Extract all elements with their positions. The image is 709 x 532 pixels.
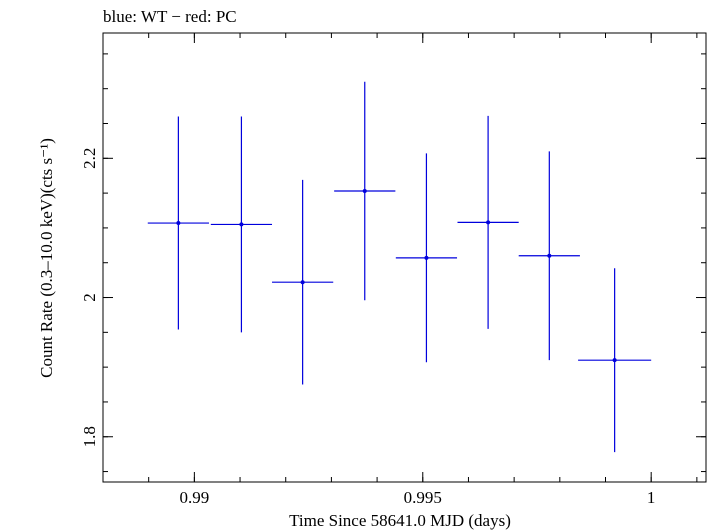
- data-point: [210, 116, 273, 333]
- x-tick-label: 0.995: [404, 488, 442, 507]
- point-marker: [424, 255, 429, 260]
- data-point: [578, 268, 652, 453]
- data-point: [334, 81, 396, 301]
- axis-ticks: 0.99 0.995 1 1.8 2 2.2: [80, 33, 706, 507]
- y-axis-label: Count Rate (0.3–10.0 keV)(cts s⁻¹): [37, 138, 56, 378]
- x-tick-label: 1: [647, 488, 656, 507]
- point-marker: [300, 280, 305, 285]
- point-marker: [176, 221, 181, 226]
- data-point: [518, 151, 580, 361]
- point-marker: [486, 220, 491, 225]
- y-tick-label: 2.2: [80, 148, 99, 169]
- point-marker: [239, 222, 244, 227]
- chart-title: blue: WT − red: PC: [103, 7, 237, 26]
- point-marker: [612, 358, 617, 363]
- data-point: [395, 153, 458, 363]
- point-marker: [547, 253, 552, 258]
- data-points: [147, 81, 652, 453]
- x-tick-label: 0.99: [179, 488, 209, 507]
- plot-frame: [102, 32, 707, 483]
- x-axis-label: Time Since 58641.0 MJD (days): [289, 511, 511, 530]
- data-point: [147, 116, 209, 330]
- y-tick-label: 2: [80, 293, 99, 302]
- y-tick-label: 1.8: [80, 426, 99, 447]
- data-point: [457, 115, 519, 329]
- data-point: [272, 179, 334, 385]
- point-marker: [362, 189, 367, 194]
